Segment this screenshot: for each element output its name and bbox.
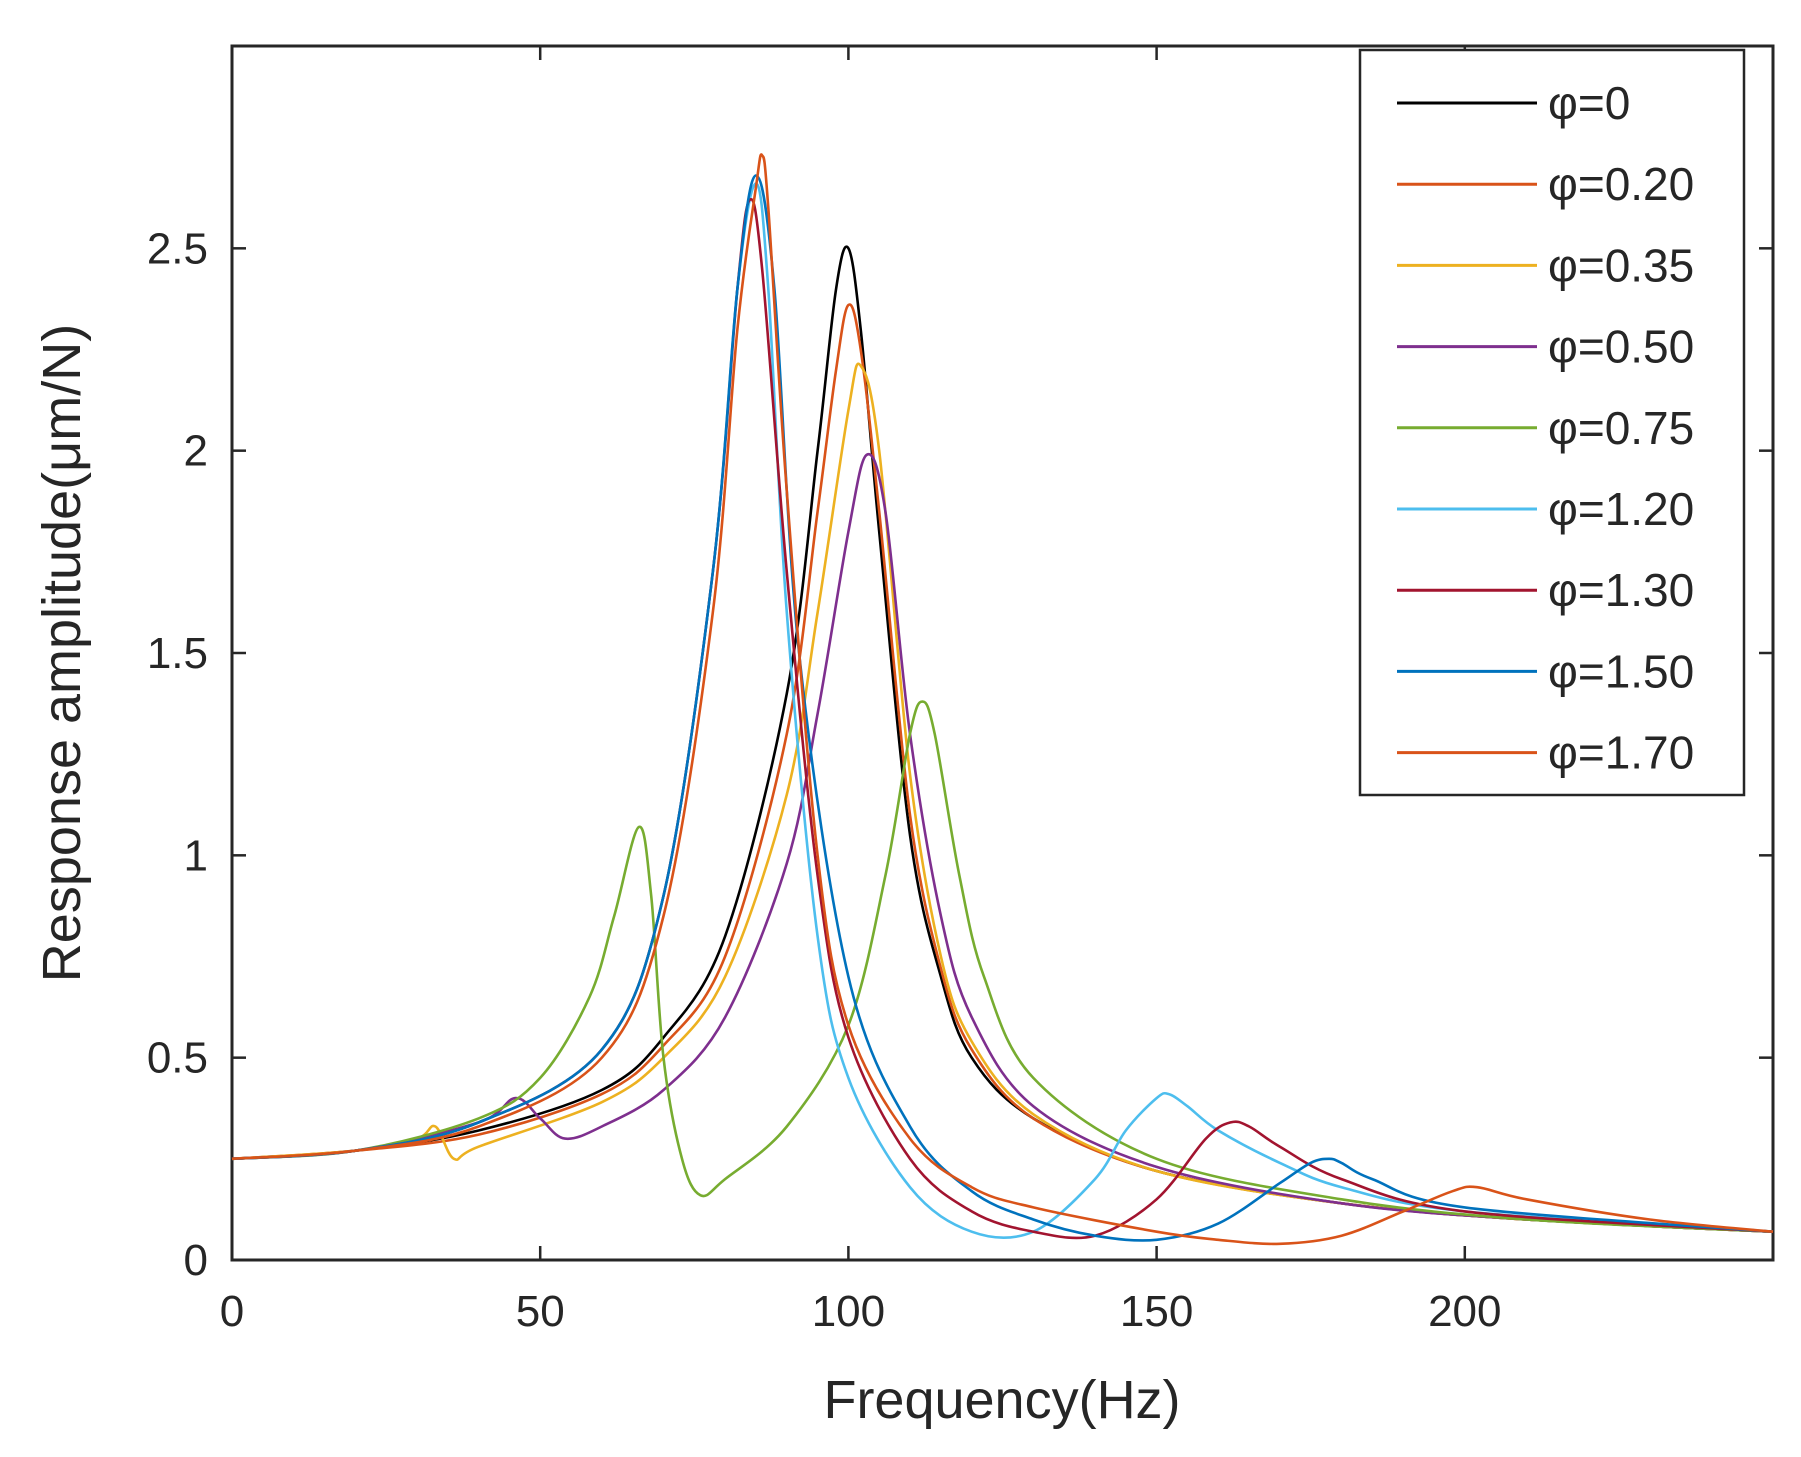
y-tick-label: 1 bbox=[184, 831, 208, 880]
y-tick-label: 1.5 bbox=[147, 629, 208, 678]
y-tick-label: 2 bbox=[184, 427, 208, 476]
x-tick-label: 100 bbox=[812, 1287, 885, 1336]
x-axis-label: Frequency(Hz) bbox=[823, 1370, 1180, 1430]
x-tick-label: 150 bbox=[1120, 1287, 1193, 1336]
series-line-2 bbox=[231, 362, 1774, 1233]
y-tick-label: 2.5 bbox=[147, 224, 208, 273]
legend-label-7: φ=1.50 bbox=[1548, 645, 1694, 697]
series-line-4 bbox=[231, 700, 1774, 1233]
legend-label-8: φ=1.70 bbox=[1548, 727, 1694, 779]
x-tick-label: 0 bbox=[220, 1287, 244, 1336]
legend-label-6: φ=1.30 bbox=[1548, 564, 1694, 616]
series-line-8 bbox=[231, 153, 1774, 1246]
x-tick-label: 50 bbox=[516, 1287, 565, 1336]
legend-label-5: φ=1.20 bbox=[1548, 483, 1694, 535]
legend: φ=0 φ=0.20 φ=0.35 φ=0.50 φ=0.75 φ=1.20 φ=1.30 φ… bbox=[1358, 48, 1746, 797]
legend-label-0: φ=0 bbox=[1548, 77, 1630, 129]
legend-label-1: φ=0.20 bbox=[1548, 158, 1694, 210]
series-line-7 bbox=[231, 174, 1774, 1242]
legend-label-4: φ=0.75 bbox=[1548, 402, 1694, 454]
legend-label-3: φ=0.50 bbox=[1548, 321, 1694, 373]
ticks-layer: 0 50 100 150 200 0 0.5 1 1.5 2 2.5 bbox=[147, 46, 1773, 1336]
series-line-3 bbox=[231, 452, 1774, 1233]
y-tick-label: 0.5 bbox=[147, 1034, 208, 1083]
y-tick-label: 0 bbox=[184, 1236, 208, 1285]
legend-label-2: φ=0.35 bbox=[1548, 239, 1694, 291]
x-tick-label: 200 bbox=[1428, 1287, 1501, 1336]
series-layer bbox=[231, 153, 1774, 1246]
y-axis-label: Response amplitude(μm/N) bbox=[32, 324, 92, 982]
